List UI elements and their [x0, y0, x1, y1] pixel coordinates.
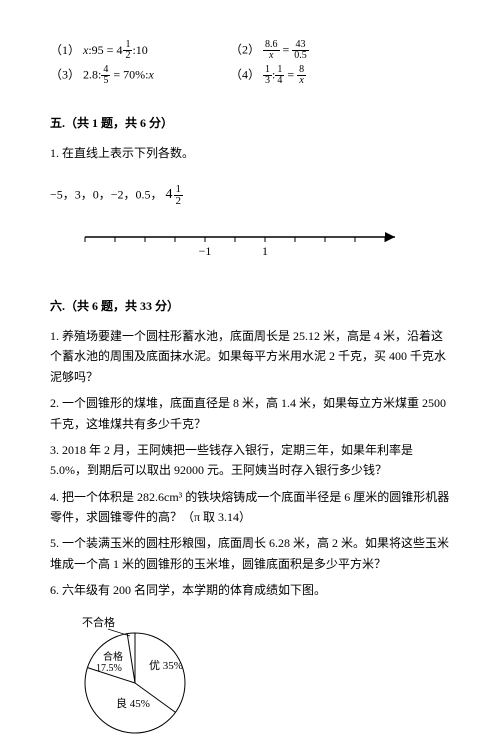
eq4-eq: =	[284, 67, 297, 81]
number-line-svg: −1 1	[80, 223, 410, 263]
pie-label-qualified: 合格	[103, 650, 123, 663]
eq1-tail: :10	[132, 43, 147, 57]
section6-q4: 4. 把一个体积是 282.6cm³ 的铁块熔铸成一个底面半径是 6 厘米的圆锥…	[50, 487, 450, 528]
pie-label-unqualified: 不合格	[82, 615, 115, 629]
equation-4: （4） 13:14 = 8x	[230, 65, 450, 86]
eq2-label: （2）	[230, 42, 260, 56]
eq3-label: （3）	[50, 67, 80, 81]
s5-whole: 4	[166, 184, 173, 206]
section6-q5: 5. 一个装满玉米的圆柱形粮囤，底面周长 6.28 米，高 2 米。如果将这些玉…	[50, 533, 450, 574]
eq4-label: （4）	[230, 67, 260, 81]
eq3-mid: = 70%:	[110, 67, 148, 81]
pie-label-good: 良 45%	[116, 696, 150, 710]
pie-chart: 不合格 合格 17.5% 优 35% 良 45%	[60, 611, 450, 747]
eq1-lhs2: :95 =	[88, 43, 116, 57]
section6-header: 六.（共 6 题，共 33 分）	[50, 297, 450, 316]
eq4-f1d: 3	[263, 76, 272, 86]
section6-q3: 3. 2018 年 2 月，王阿姨把一些钱存入银行，定期三年，如果年利率是 5.…	[50, 440, 450, 481]
number-line: −1 1	[80, 223, 450, 269]
eq2-f2d: 0.5	[292, 51, 309, 61]
pie-svg: 不合格 合格 17.5% 优 35% 良 45%	[60, 611, 230, 741]
section5-numbers: −5，3，0，−2，0.5， 412	[50, 184, 450, 207]
eq1-label: （1）	[50, 43, 80, 57]
eq3-tail: x	[148, 67, 153, 81]
eq2-eq: =	[280, 42, 293, 56]
section6-q1: 1. 养殖场要建一个圆柱形蓄水池，底面周长是 25.12 米，高是 4 米，沿着…	[50, 326, 450, 387]
eq3-pre: 2.8:	[83, 67, 101, 81]
eq4-f2d: 4	[275, 76, 284, 86]
section6-q2: 2. 一个圆锥形的煤堆，底面直径是 8 米，高 1.4 米，如果每立方米煤重 2…	[50, 393, 450, 434]
pie-label-excellent: 优 35%	[149, 659, 183, 672]
axis-tick-left: −1	[199, 244, 212, 258]
section5-q1: 1. 在直线上表示下列各数。	[50, 143, 450, 163]
equation-3: （3） 2.8:45 = 70%:x	[50, 65, 230, 86]
equation-2: （2） 8.6x = 430.5	[230, 40, 450, 61]
s5-num: 1	[174, 184, 184, 196]
eq1-whole: 4	[116, 41, 122, 60]
axis-tick-right: 1	[262, 244, 268, 258]
s5-den: 2	[174, 196, 184, 207]
equations-row-2: （3） 2.8:45 = 70%:x （4） 13:14 = 8x	[50, 65, 450, 86]
section5-mixed: 412	[166, 184, 184, 207]
equations-block: （1） x:95 = 412:10 （2） 8.6x = 430.5 （3） 2…	[50, 40, 450, 86]
eq3-f1d: 5	[101, 76, 110, 86]
eq2-f1d: x	[263, 51, 280, 61]
section5-header: 五.（共 1 题，共 6 分）	[50, 114, 450, 133]
section5-numbers-text: −5，3，0，−2，0.5，	[50, 187, 163, 201]
equation-1: （1） x:95 = 412:10	[50, 40, 230, 61]
eq4-f3d: x	[297, 76, 306, 86]
section6-q6: 6. 六年级有 200 名同学，本学期的体育成绩如下图。	[50, 580, 450, 600]
pie-val-qualified: 17.5%	[96, 663, 122, 674]
equations-row-1: （1） x:95 = 412:10 （2） 8.6x = 430.5	[50, 40, 450, 61]
eq1-mixed: 412	[116, 40, 132, 61]
